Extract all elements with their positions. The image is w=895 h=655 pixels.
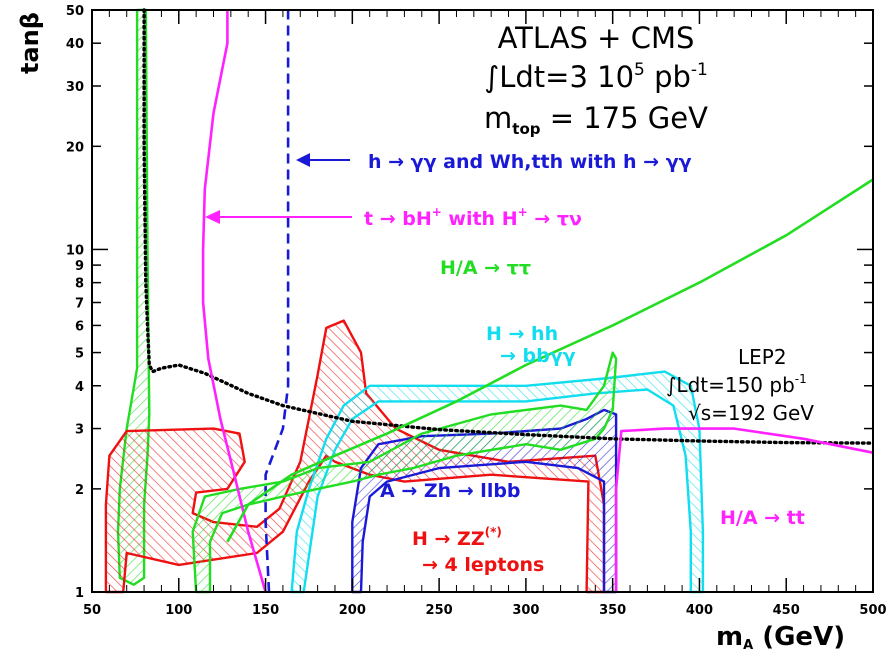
y-tick-label-40: 40 bbox=[66, 37, 84, 52]
annotation-ha-tautau: H/A → ττ bbox=[440, 257, 531, 279]
arrow-t-bh-head bbox=[205, 210, 220, 224]
y-ticks: 1 2 3 4 5 6 7 8 910 20 30 40 50 bbox=[66, 4, 873, 601]
annotation-a-zh: A → Zh → llbb bbox=[380, 480, 521, 502]
x-axis-label: mA (GeV) bbox=[716, 622, 845, 653]
header-line1: ATLAS + CMS bbox=[498, 21, 695, 55]
y-tick-label-8: 8 bbox=[75, 277, 84, 292]
annotation-lep2-2: ∫Ldt=150 pb-1 bbox=[666, 372, 807, 397]
x-tick-label-100: 100 bbox=[165, 603, 192, 618]
x-tick-label-50: 50 bbox=[83, 603, 101, 618]
y-axis-label: tanβ bbox=[16, 12, 44, 74]
y-tick-label-5: 5 bbox=[75, 347, 84, 362]
annotation-bbgg: → bbγγ bbox=[500, 345, 576, 367]
region-h-a-high-mass bbox=[191, 351, 618, 594]
y-tick-label-3: 3 bbox=[75, 423, 84, 438]
arrow-h-gamma-head bbox=[296, 153, 310, 167]
series-line-t-bh bbox=[201, 10, 267, 593]
annotation-h-zz: H → ZZ(*) bbox=[412, 525, 502, 550]
x-tick-label-250: 250 bbox=[426, 603, 453, 618]
x-tick-label-300: 300 bbox=[512, 603, 539, 618]
x-axis-label-rest: (GeV) bbox=[753, 622, 845, 652]
x-axis-label-main: m bbox=[716, 622, 743, 652]
curve-lines bbox=[142, 8, 875, 593]
y-tick-label-20: 20 bbox=[66, 140, 84, 155]
x-tick-label-400: 400 bbox=[686, 603, 713, 618]
y-tick-label-6: 6 bbox=[75, 319, 84, 334]
y-tick-label-50: 50 bbox=[66, 4, 84, 19]
x-axis-label-sub: A bbox=[743, 638, 753, 653]
series-line-h-a-tt bbox=[614, 427, 874, 592]
y-tick-label-10: 10 bbox=[66, 243, 84, 258]
header-line2: ∫Ldt=3 105 pb-1 bbox=[484, 60, 708, 94]
series-line-h bbox=[264, 10, 290, 593]
annotation-h-gamma: h → γγ and Wh,tth with h → γγ bbox=[368, 151, 692, 173]
annotation-ha-tt: H/A → tt bbox=[720, 507, 805, 529]
annotation-four-leptons: → 4 leptons bbox=[422, 554, 544, 576]
y-tick-label-7: 7 bbox=[75, 297, 84, 312]
x-tick-label-150: 150 bbox=[252, 603, 279, 618]
x-tick-label-200: 200 bbox=[339, 603, 366, 618]
y-tick-label-4: 4 bbox=[75, 380, 84, 395]
annotation-lep2-3: √s=192 GeV bbox=[688, 401, 814, 425]
series-line-lep2 bbox=[142, 8, 875, 445]
annotation-t-bh: t → bH+ with H+ → τν bbox=[364, 205, 582, 230]
annotation-h-hh: H → hh bbox=[486, 323, 558, 345]
annotation-arrows bbox=[205, 153, 352, 224]
y-tick-label-2: 2 bbox=[75, 483, 84, 498]
x-tick-label-350: 350 bbox=[599, 603, 626, 618]
header-line3: mtop = 175 GeV bbox=[484, 101, 708, 138]
plot-frame bbox=[91, 9, 874, 593]
x-tick-label-450: 450 bbox=[773, 603, 800, 618]
x-ticks: 50 100 150 200 250 300 350 400 450 500 bbox=[83, 10, 887, 618]
annotation-lep2-1: LEP2 bbox=[738, 345, 787, 369]
y-tick-label-9: 9 bbox=[75, 259, 84, 274]
y-tick-label-1: 1 bbox=[75, 586, 84, 601]
axes-frame bbox=[91, 9, 874, 593]
x-tick-label-500: 500 bbox=[859, 603, 886, 618]
y-tick-label-30: 30 bbox=[66, 80, 84, 95]
exclusion-regions bbox=[104, 8, 705, 594]
series-line-h-a bbox=[226, 178, 874, 543]
